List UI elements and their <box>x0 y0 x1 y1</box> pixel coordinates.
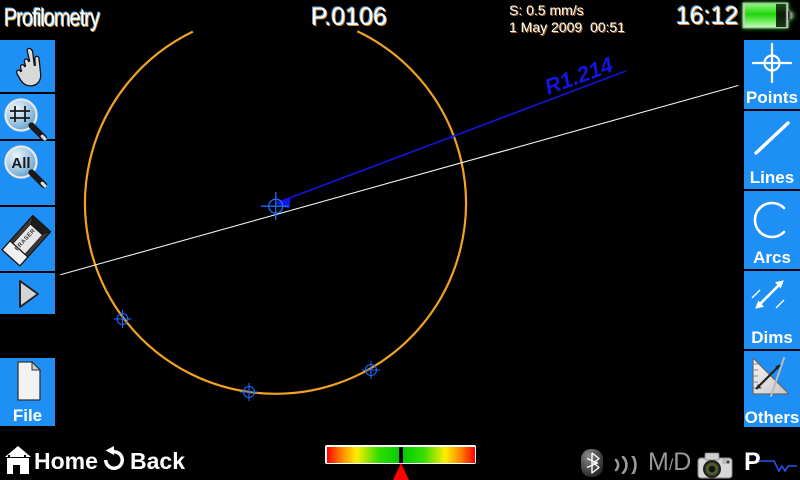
svg-text:R1.214: R1.214 <box>541 52 616 100</box>
